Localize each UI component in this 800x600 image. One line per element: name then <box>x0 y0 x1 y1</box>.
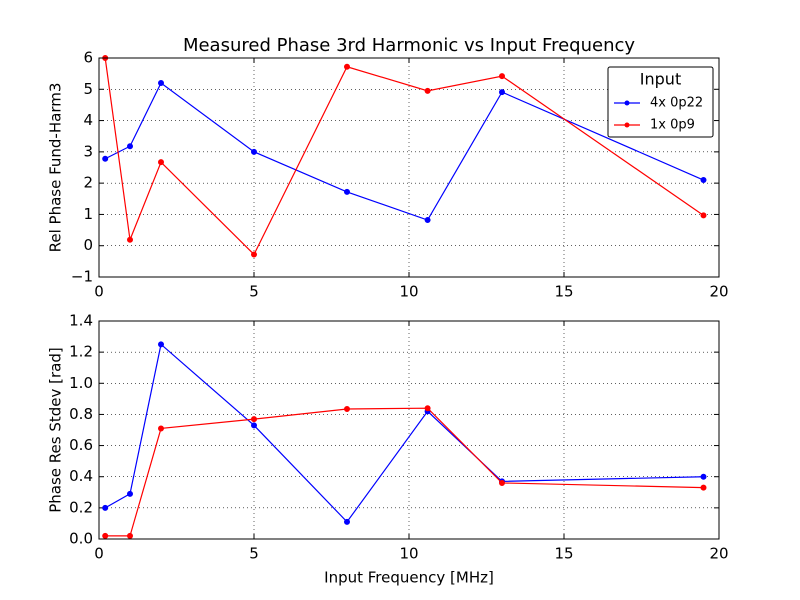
x-axis-label: Input Frequency [MHz] <box>324 569 494 587</box>
point <box>102 532 109 539</box>
point <box>700 177 707 184</box>
point <box>102 155 109 162</box>
y-tick-label: 0.0 <box>69 530 93 548</box>
legend-title: Input <box>640 70 681 89</box>
x-tick-label: 20 <box>709 283 728 301</box>
point <box>158 425 164 432</box>
point <box>499 89 505 96</box>
x-tick-label: 5 <box>249 545 259 563</box>
y-tick-label: 4 <box>83 111 93 129</box>
point <box>499 73 505 80</box>
y-tick-label: 5 <box>83 80 93 98</box>
y-tick-label: 0.4 <box>69 467 93 485</box>
y-tick-label: 1 <box>83 205 93 223</box>
y-tick-label: 1.4 <box>69 312 93 330</box>
point <box>344 405 350 412</box>
point <box>127 532 133 539</box>
chart-title: Measured Phase 3rd Harmonic vs Input Fre… <box>183 35 635 56</box>
y-tick-label: −1 <box>71 268 93 286</box>
x-tick-label: 15 <box>554 283 573 301</box>
y-tick-label: 0.8 <box>69 405 93 423</box>
plot-frame <box>98 320 720 540</box>
point <box>344 518 350 525</box>
x-tick-label: 10 <box>399 283 418 301</box>
y-tick-label: 0.2 <box>69 498 93 516</box>
y-tick-label: 1.0 <box>69 374 93 392</box>
point <box>127 236 133 243</box>
legend-marker <box>624 100 630 106</box>
y-axis-label: Rel Phase Fund-Harm3 <box>47 83 65 253</box>
legend-label: 4x 0p22 <box>650 96 703 111</box>
point <box>424 217 431 224</box>
point <box>700 473 707 480</box>
x-tick-label: 10 <box>399 545 418 563</box>
y-tick-label: 1.2 <box>69 343 93 361</box>
point <box>344 188 350 195</box>
y-tick-label: 6 <box>83 49 93 67</box>
x-tick-label: 5 <box>249 283 259 301</box>
series-line <box>104 82 704 221</box>
point <box>127 490 133 497</box>
point <box>424 405 431 412</box>
y-axis-label: Phase Res Stdev [rad] <box>47 347 65 513</box>
point <box>158 159 164 166</box>
x-tick-label: 15 <box>554 545 573 563</box>
x-tick-label: 0 <box>94 545 104 563</box>
plot-frame <box>98 57 720 278</box>
point <box>251 416 257 423</box>
legend-box <box>607 66 714 138</box>
y-tick-label: 2 <box>83 174 93 192</box>
point <box>158 80 164 87</box>
point <box>102 504 109 511</box>
legend-label: 1x 0p9 <box>650 118 695 133</box>
point <box>251 251 257 258</box>
point <box>700 212 707 219</box>
series-line <box>104 57 704 256</box>
point <box>127 143 133 150</box>
x-tick-label: 0 <box>94 283 104 301</box>
series-line <box>105 407 704 537</box>
legend-marker <box>624 122 630 128</box>
y-tick-label: 3 <box>83 142 93 160</box>
point <box>499 479 505 486</box>
point <box>251 148 257 155</box>
point <box>424 87 431 94</box>
point <box>700 484 707 491</box>
point <box>158 341 164 348</box>
y-tick-label: 0.6 <box>69 436 93 454</box>
point <box>251 422 257 429</box>
point <box>344 63 350 70</box>
x-tick-label: 20 <box>709 545 728 563</box>
y-tick-label: 0 <box>83 236 93 254</box>
